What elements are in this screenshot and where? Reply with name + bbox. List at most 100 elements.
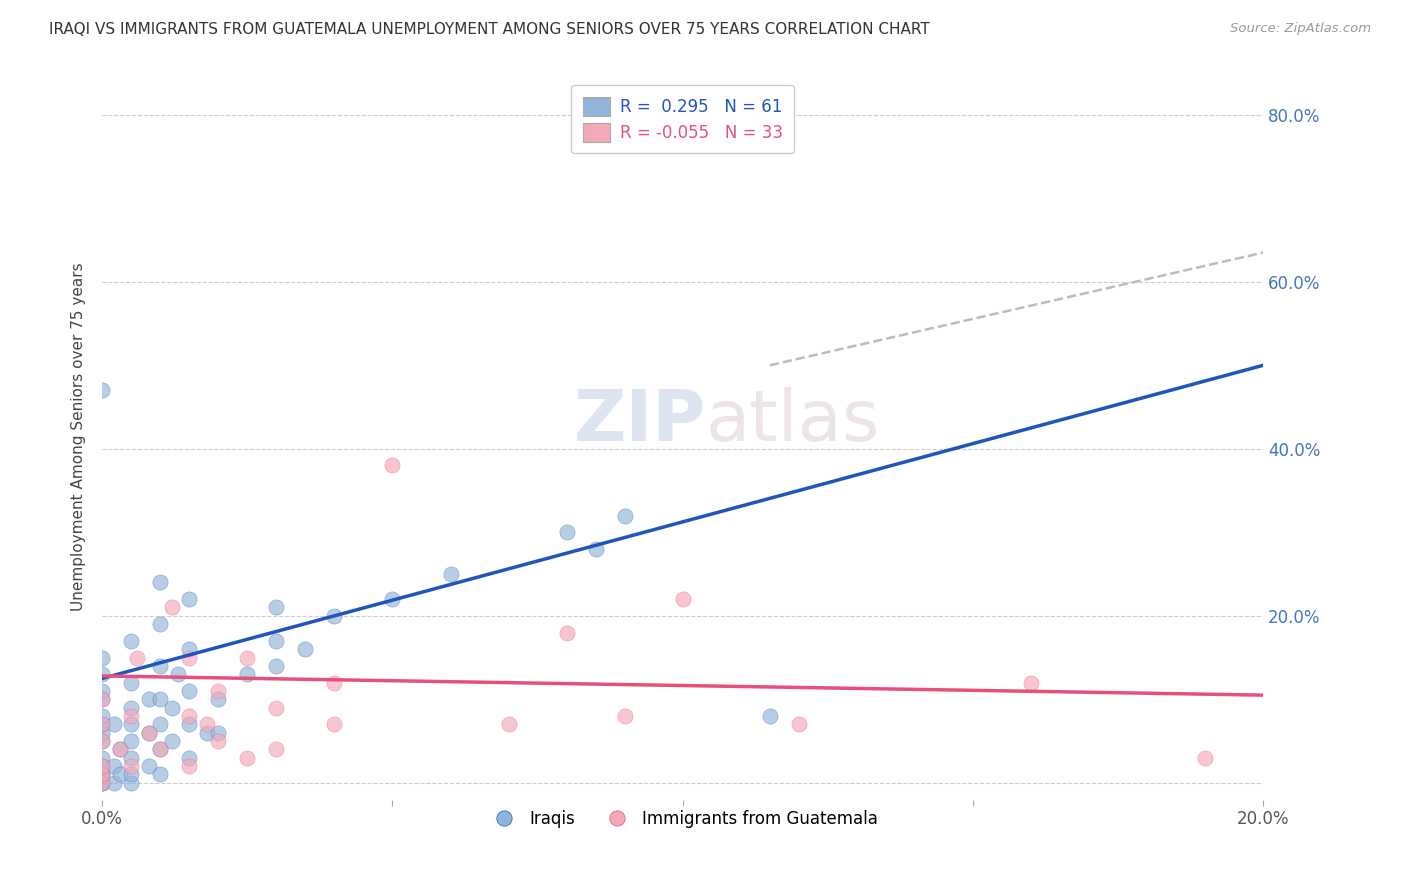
Point	[236, 751, 259, 765]
Point	[91, 767, 114, 781]
Point	[120, 751, 142, 765]
Point	[91, 776, 114, 790]
Point	[91, 650, 114, 665]
Point	[179, 759, 201, 773]
Point	[91, 734, 114, 748]
Point	[120, 633, 142, 648]
Y-axis label: Unemployment Among Seniors over 75 years: Unemployment Among Seniors over 75 years	[72, 262, 86, 610]
Point	[555, 625, 578, 640]
Point	[91, 776, 114, 790]
Point	[91, 384, 114, 398]
Point	[294, 642, 316, 657]
Point	[120, 734, 142, 748]
Point	[266, 700, 288, 714]
Point	[759, 709, 782, 723]
Point	[138, 725, 160, 739]
Point	[91, 751, 114, 765]
Point	[498, 717, 520, 731]
Point	[138, 759, 160, 773]
Point	[1019, 675, 1042, 690]
Point	[149, 717, 172, 731]
Point	[120, 767, 142, 781]
Text: ZIP: ZIP	[574, 387, 706, 456]
Point	[179, 751, 201, 765]
Text: Source: ZipAtlas.com: Source: ZipAtlas.com	[1230, 22, 1371, 36]
Point	[91, 734, 114, 748]
Point	[91, 709, 114, 723]
Point	[179, 684, 201, 698]
Point	[91, 692, 114, 706]
Point	[108, 742, 131, 756]
Point	[195, 717, 218, 731]
Point	[91, 667, 114, 681]
Point	[91, 717, 114, 731]
Text: IRAQI VS IMMIGRANTS FROM GUATEMALA UNEMPLOYMENT AMONG SENIORS OVER 75 YEARS CORR: IRAQI VS IMMIGRANTS FROM GUATEMALA UNEMP…	[49, 22, 929, 37]
Point	[120, 776, 142, 790]
Point	[266, 633, 288, 648]
Point	[613, 508, 636, 523]
Point	[149, 617, 172, 632]
Point	[91, 725, 114, 739]
Point	[266, 742, 288, 756]
Point	[236, 650, 259, 665]
Point	[166, 667, 188, 681]
Point	[120, 675, 142, 690]
Point	[120, 709, 142, 723]
Point	[91, 759, 114, 773]
Point	[266, 659, 288, 673]
Point	[120, 717, 142, 731]
Point	[179, 642, 201, 657]
Point	[555, 525, 578, 540]
Point	[439, 567, 461, 582]
Point	[160, 700, 183, 714]
Point	[149, 575, 172, 590]
Point	[160, 600, 183, 615]
Point	[91, 767, 114, 781]
Point	[108, 742, 131, 756]
Point	[672, 592, 695, 607]
Point	[120, 759, 142, 773]
Point	[207, 684, 229, 698]
Point	[138, 725, 160, 739]
Point	[1194, 751, 1216, 765]
Point	[207, 692, 229, 706]
Point	[323, 675, 346, 690]
Legend: Iraqis, Immigrants from Guatemala: Iraqis, Immigrants from Guatemala	[481, 804, 884, 835]
Point	[103, 759, 125, 773]
Point	[149, 742, 172, 756]
Point	[103, 776, 125, 790]
Point	[381, 592, 404, 607]
Point	[149, 742, 172, 756]
Point	[91, 759, 114, 773]
Text: atlas: atlas	[706, 387, 880, 456]
Point	[585, 541, 607, 556]
Point	[125, 650, 148, 665]
Point	[120, 700, 142, 714]
Point	[266, 600, 288, 615]
Point	[91, 692, 114, 706]
Point	[207, 725, 229, 739]
Point	[149, 767, 172, 781]
Point	[179, 709, 201, 723]
Point	[179, 592, 201, 607]
Point	[236, 667, 259, 681]
Point	[179, 650, 201, 665]
Point	[108, 767, 131, 781]
Point	[160, 734, 183, 748]
Point	[91, 684, 114, 698]
Point	[787, 717, 810, 731]
Point	[91, 767, 114, 781]
Point	[207, 734, 229, 748]
Point	[381, 458, 404, 473]
Point	[613, 709, 636, 723]
Point	[138, 692, 160, 706]
Point	[323, 717, 346, 731]
Point	[179, 717, 201, 731]
Point	[323, 608, 346, 623]
Point	[103, 717, 125, 731]
Point	[91, 717, 114, 731]
Point	[149, 692, 172, 706]
Point	[195, 725, 218, 739]
Point	[149, 659, 172, 673]
Point	[91, 776, 114, 790]
